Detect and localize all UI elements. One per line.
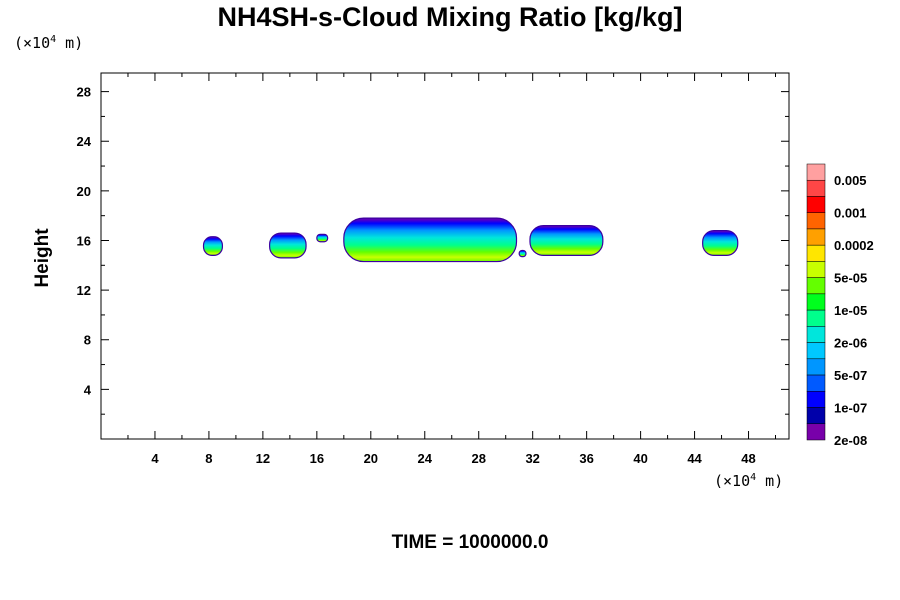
- x-tick-label: 16: [310, 451, 324, 466]
- colorbar-swatch: [806, 391, 826, 408]
- colorbar-swatch: [806, 407, 826, 425]
- cloud-region: [702, 229, 739, 256]
- colorbar-swatch: [806, 261, 826, 278]
- x-tick-label: 4: [151, 451, 159, 466]
- colorbar-swatch: [806, 212, 826, 230]
- colorbar-swatch: [806, 374, 826, 392]
- chart-title: NH4SH-s-Cloud Mixing Ratio [kg/kg]: [217, 2, 683, 32]
- y-tick-label: 4: [84, 382, 92, 397]
- colorbar-label: 0.0002: [834, 238, 874, 253]
- colorbar-label: 0.001: [834, 206, 867, 221]
- x-axis-unit: (×104 m): [714, 472, 783, 490]
- x-unit-exponent: 4: [750, 472, 757, 483]
- x-tick-label: 44: [687, 451, 702, 466]
- colorbar-swatch: [806, 293, 826, 311]
- colorbar-swatch: [806, 326, 826, 343]
- colorbar-swatch: [806, 277, 826, 295]
- cloud-region: [518, 249, 527, 258]
- x-tick-label: 36: [579, 451, 593, 466]
- y-tick-label: 24: [77, 134, 92, 149]
- colorbar-label: 1e-07: [834, 401, 867, 416]
- x-tick-label: 24: [418, 451, 433, 466]
- colorbar-swatch: [806, 309, 826, 327]
- y-unit-exponent: 4: [50, 34, 57, 45]
- colorbar-label: 0.005: [834, 173, 867, 188]
- y-tick-label: 16: [77, 233, 91, 248]
- cloud-region: [343, 217, 518, 263]
- cloud-region: [202, 236, 224, 256]
- time-label: TIME = 1000000.0: [391, 532, 549, 553]
- colorbar-swatch: [806, 244, 826, 262]
- cloud-region: [316, 233, 329, 243]
- colorbar-swatch: [806, 423, 826, 441]
- cloud-region: [529, 225, 604, 256]
- colorbar: 0.005 0.001 0.0002 5e-05 1e-05 2e-06 5e-07 1e-0…: [806, 163, 874, 448]
- colorbar-label: 2e-06: [834, 336, 867, 351]
- x-tick-label: 12: [256, 451, 270, 466]
- x-ticks: 4 8 12 16 20 24 28 32 36 40 44 48: [127, 73, 777, 466]
- colorbar-label: 5e-05: [834, 271, 867, 286]
- colorbar-label: 5e-07: [834, 368, 867, 383]
- cloud-region: [269, 232, 307, 259]
- colorbar-label: 1e-05: [834, 303, 867, 318]
- colorbar-swatch: [806, 342, 826, 360]
- x-unit-tail: m): [756, 472, 784, 490]
- y-tick-label: 8: [84, 333, 91, 348]
- colorbar-swatch: [806, 228, 826, 246]
- colorbar-swatch: [806, 163, 826, 181]
- y-axis-unit: (×104 m): [14, 34, 83, 52]
- x-tick-label: 32: [525, 451, 539, 466]
- colorbar-label: 2e-08: [834, 433, 867, 448]
- x-tick-label: 20: [364, 451, 378, 466]
- y-tick-label: 28: [77, 85, 91, 100]
- x-unit-base: (×10: [714, 472, 751, 490]
- colorbar-swatch: [806, 196, 826, 213]
- cloud-layer: [202, 217, 739, 263]
- x-tick-label: 28: [471, 451, 485, 466]
- y-unit-base: (×10: [14, 34, 51, 52]
- y-tick-label: 20: [77, 184, 91, 199]
- y-unit-tail: m): [56, 34, 84, 52]
- y-tick-label: 12: [77, 283, 91, 298]
- colorbar-swatch: [806, 179, 826, 197]
- x-tick-label: 48: [741, 451, 755, 466]
- colorbar-swatch: [806, 358, 826, 376]
- y-ticks: 4 8 12 16 20 24 28: [77, 85, 789, 415]
- x-tick-label: 8: [205, 451, 212, 466]
- x-tick-label: 40: [633, 451, 647, 466]
